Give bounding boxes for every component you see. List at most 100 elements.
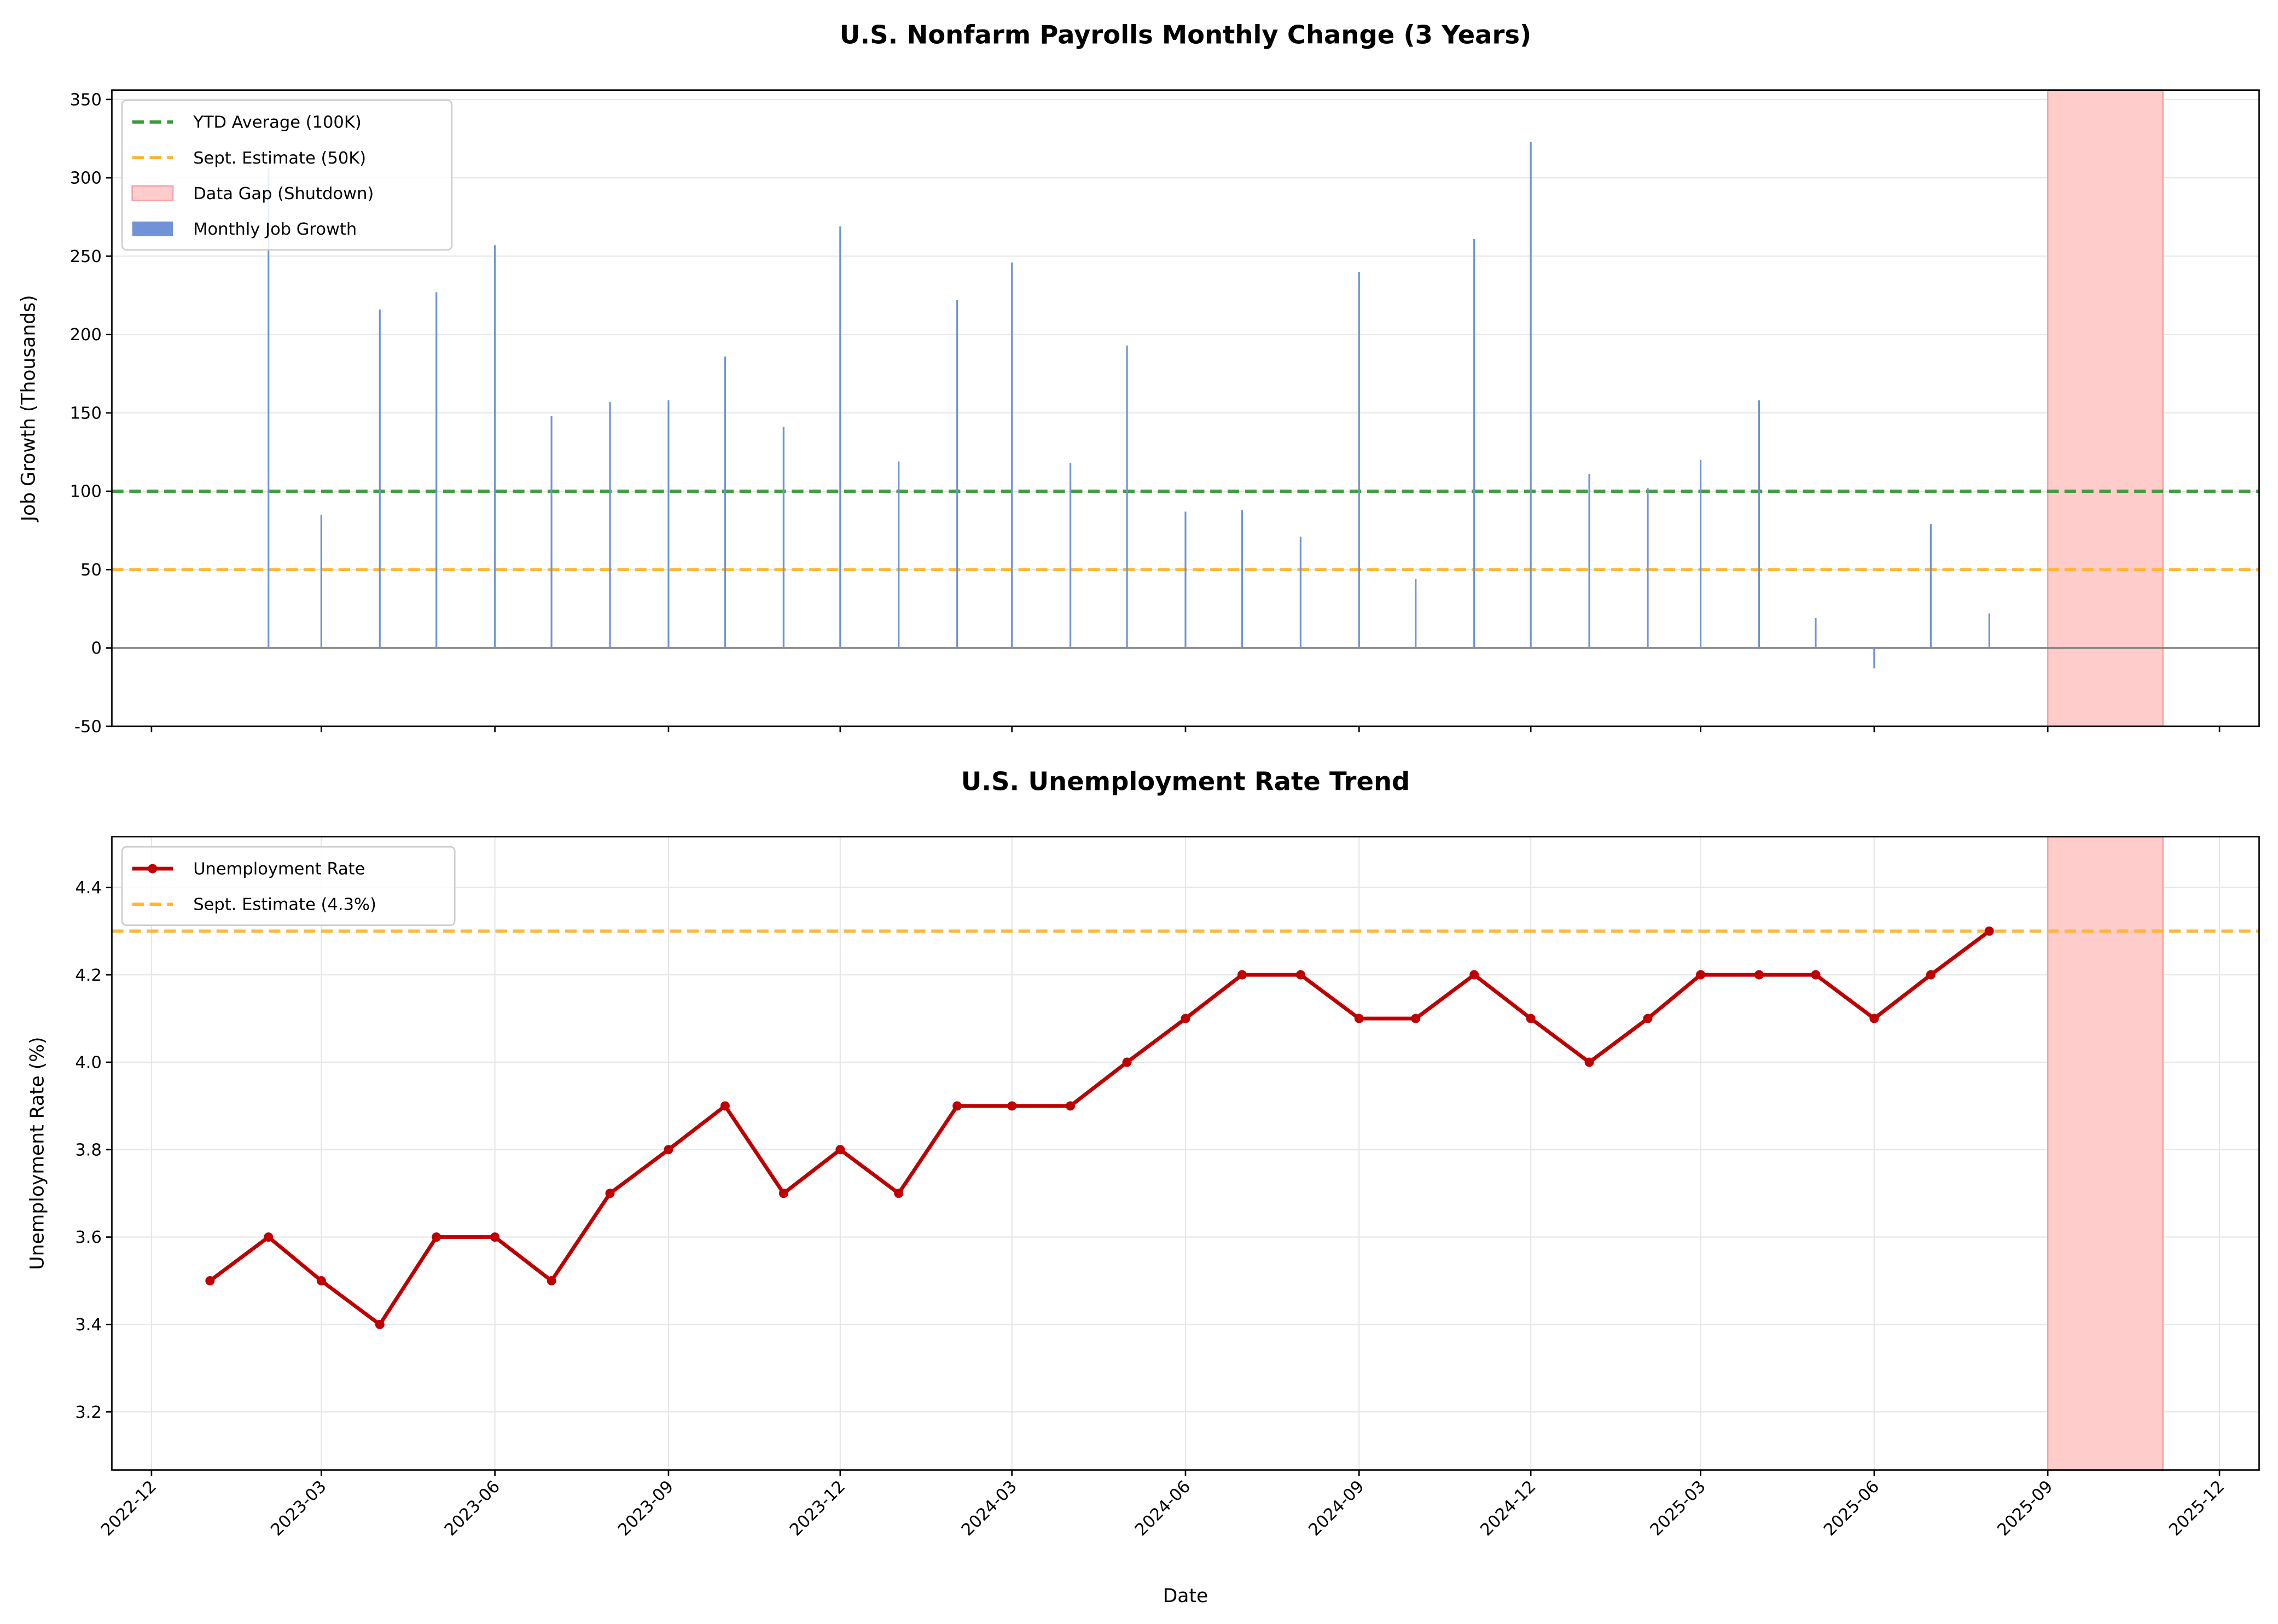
bar-2025-04 [1758, 400, 1760, 648]
x-tick-label: 2023-09 [614, 1477, 677, 1540]
point-2025-07 [1926, 970, 1936, 980]
bar-2024-01 [898, 461, 900, 648]
legend-swatch-marker [148, 864, 158, 874]
bar-2024-02 [956, 300, 958, 648]
y-tick-label: 100 [70, 482, 102, 502]
bar-2025-03 [1699, 459, 1702, 648]
point-2025-06 [1869, 1014, 1879, 1023]
shutdown-shaded-region [2047, 836, 2164, 1471]
y-tick-label: 150 [70, 404, 102, 423]
unemployment-line [208, 929, 1991, 1326]
point-2023-08 [605, 1189, 615, 1198]
point-2024-09 [1354, 1014, 1364, 1023]
y-tick-label: 3.6 [75, 1228, 102, 1247]
bar-2024-12 [1530, 142, 1532, 648]
bar-2025-05 [1815, 618, 1817, 648]
x-tick-label: 2024-06 [1131, 1477, 1194, 1540]
bar-2023-04 [379, 309, 381, 648]
shutdown-shaded-region [2047, 89, 2164, 727]
point-2023-06 [490, 1232, 500, 1242]
x-tick-label: 2025-12 [2165, 1477, 2228, 1540]
point-2024-03 [1007, 1101, 1017, 1111]
legend-label: Sept. Estimate (4.3%) [193, 895, 376, 915]
legend-label: Sept. Estimate (50K) [193, 149, 366, 168]
legend-label: Data Gap (Shutdown) [193, 184, 374, 203]
bar-2024-05 [1126, 345, 1128, 648]
bar-2024-10 [1415, 579, 1417, 648]
point-2024-07 [1237, 970, 1247, 980]
point-2025-02 [1643, 1014, 1653, 1023]
bar-2025-08 [1988, 613, 1990, 648]
bar-2023-07 [550, 416, 553, 648]
legend-swatch-shaded [131, 185, 174, 201]
y-tick-label: 3.4 [75, 1316, 102, 1335]
bottom-chart-y-label: Unemployment Rate (%) [27, 1037, 49, 1270]
x-tick-label: 2023-12 [786, 1477, 849, 1540]
point-2024-10 [1411, 1014, 1421, 1023]
point-2023-01 [205, 1276, 215, 1285]
x-tick-label: 2023-03 [268, 1477, 330, 1540]
bar-2024-09 [1358, 271, 1360, 648]
point-2023-10 [720, 1101, 730, 1111]
point-2024-02 [952, 1101, 962, 1111]
point-2023-11 [778, 1189, 788, 1198]
y-tick-label: 200 [70, 325, 102, 345]
unemployment-plot-area: 3.2 3.4 3.6 3.8 4.0 4.2 4.4 2022-12 2023-03 2023-… [75, 836, 2260, 1540]
point-2024-06 [1181, 1014, 1190, 1023]
y-tick-label: -50 [74, 717, 102, 736]
point-2024-12 [1526, 1014, 1536, 1023]
x-tick-label: 2024-09 [1305, 1477, 1368, 1540]
point-2025-08 [1984, 926, 1994, 936]
y-tick-label: 4.4 [75, 878, 102, 898]
point-2023-04 [375, 1319, 385, 1329]
bar-2023-05 [435, 292, 438, 648]
x-tick-label: 2024-03 [958, 1477, 1021, 1540]
bar-2023-09 [667, 400, 670, 648]
y-tick-label: 250 [70, 247, 102, 266]
top-chart-y-label: Job Growth (Thousands) [18, 295, 40, 522]
point-2024-04 [1066, 1101, 1076, 1111]
bar-2024-08 [1299, 537, 1301, 648]
point-2023-03 [316, 1276, 326, 1285]
bar-2025-06 [1873, 648, 1875, 668]
legend-label: Unemployment Rate [193, 860, 365, 879]
top-chart-title: U.S. Nonfarm Payrolls Monthly Change (3 … [840, 20, 1532, 50]
x-tick-label: 2025-09 [1994, 1477, 2057, 1540]
point-2024-05 [1122, 1057, 1132, 1067]
legend-swatch-bar [132, 221, 173, 236]
bar-2025-07 [1930, 524, 1932, 648]
point-2023-02 [264, 1232, 274, 1242]
y-tick-label: 4.0 [75, 1053, 102, 1073]
legend-label: YTD Average (100K) [193, 113, 362, 132]
payrolls-plot-area: -50 0 50 100 150 200 250 300 350 YTD Average (100… [70, 89, 2260, 736]
legend-label: Monthly Job Growth [193, 220, 357, 239]
bar-2024-11 [1473, 238, 1475, 648]
bottom-chart-x-label: Date [1163, 1585, 1208, 1607]
bar-2025-02 [1647, 488, 1649, 648]
point-2025-03 [1696, 970, 1706, 980]
point-2023-12 [835, 1145, 845, 1155]
x-tick-label: 2025-06 [1820, 1477, 1883, 1540]
bottom-chart-title: U.S. Unemployment Rate Trend [961, 767, 1410, 796]
y-tick-label: 300 [70, 169, 102, 188]
bar-2023-12 [839, 226, 841, 648]
bar-2024-06 [1184, 511, 1187, 648]
x-tick-label: 2025-03 [1647, 1477, 1710, 1540]
bar-2024-04 [1069, 463, 1072, 648]
bar-2023-11 [782, 427, 784, 648]
bar-2024-07 [1241, 510, 1243, 648]
legend-box [121, 846, 456, 926]
y-tick-label: 50 [80, 561, 102, 580]
point-2025-01 [1584, 1057, 1594, 1067]
y-tick-label: 3.2 [75, 1403, 102, 1422]
x-tick-label: 2023-06 [441, 1477, 504, 1540]
point-2023-07 [547, 1276, 556, 1285]
x-tick-label: 2022-12 [97, 1477, 160, 1540]
y-tick-label: 350 [70, 90, 102, 109]
y-tick-label: 4.2 [75, 966, 102, 985]
point-2024-11 [1469, 970, 1479, 980]
bar-2023-02 [268, 168, 270, 648]
point-2023-09 [664, 1145, 673, 1155]
point-2024-08 [1295, 970, 1305, 980]
